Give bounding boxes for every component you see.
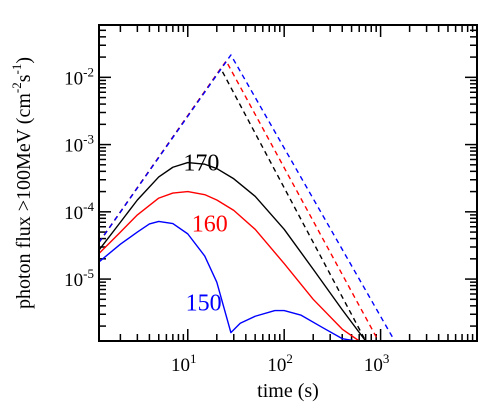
y-tick-label-2: 10-3 xyxy=(64,132,94,157)
curves xyxy=(99,54,396,341)
series-line-3 xyxy=(99,67,367,341)
curve-label-150: 150 xyxy=(186,290,222,316)
series-line-2 xyxy=(99,220,356,341)
x-tick-labels: 101 102 103 xyxy=(171,351,389,376)
curve-label-160: 160 xyxy=(192,212,228,238)
y-axis-title-mid: s xyxy=(13,74,35,82)
y-axis-title-exp2: -1 xyxy=(9,64,24,75)
x-axis-title: time (s) xyxy=(257,380,319,402)
series-line-5 xyxy=(99,54,396,341)
major-ticks xyxy=(99,25,478,341)
y-axis-title-exp1: -2 xyxy=(9,82,24,93)
x-tick-label-1: 102 xyxy=(267,351,293,376)
x-tick-label-2: 103 xyxy=(364,351,390,376)
y-tick-label-1: 10-4 xyxy=(64,199,94,224)
minor-ticks xyxy=(99,24,477,341)
series-line-1 xyxy=(99,190,360,341)
y-tick-label-0: 10-5 xyxy=(64,266,94,291)
plot-frame xyxy=(98,24,478,342)
curve-labels: 170 160 150 xyxy=(183,151,227,317)
y-axis-title-main: photon flux >100MeV (cm xyxy=(13,93,35,309)
y-tick-labels: 10-5 10-4 10-3 10-2 xyxy=(64,64,94,291)
curve-label-170: 170 xyxy=(183,151,219,177)
y-axis-title: photon flux >100MeV (cm-2s-1) xyxy=(9,57,35,309)
series-line-0 xyxy=(99,161,367,341)
y-axis-title-end: ) xyxy=(13,57,35,64)
series-line-4 xyxy=(99,60,380,341)
y-tick-label-3: 10-2 xyxy=(64,64,94,89)
x-tick-label-0: 101 xyxy=(171,351,197,376)
